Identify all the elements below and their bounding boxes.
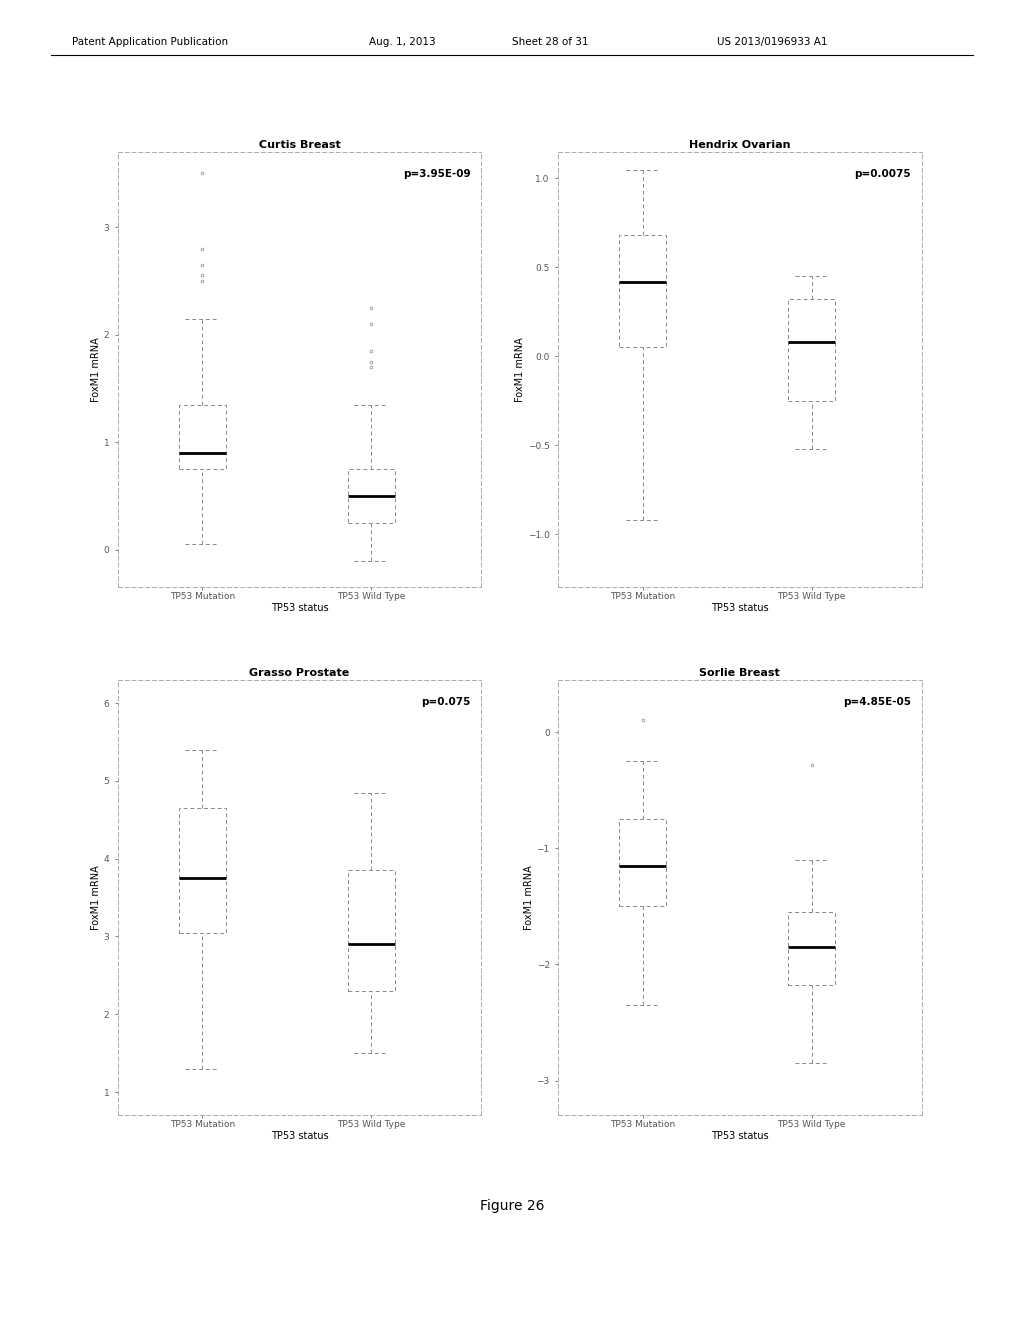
Bar [788,300,836,401]
Title: Sorlie Breast: Sorlie Breast [699,668,780,677]
X-axis label: TP53 status: TP53 status [711,603,769,612]
Title: Grasso Prostate: Grasso Prostate [250,668,349,677]
Y-axis label: FoxM1 mRNA: FoxM1 mRNA [91,865,101,931]
Bar [348,469,395,523]
Text: p=3.95E-09: p=3.95E-09 [402,169,470,180]
Text: p=4.85E-05: p=4.85E-05 [843,697,910,708]
X-axis label: TP53 status: TP53 status [270,603,329,612]
Text: Aug. 1, 2013: Aug. 1, 2013 [369,37,435,48]
Bar [178,808,226,933]
Text: Patent Application Publication: Patent Application Publication [72,37,227,48]
Bar [618,820,667,907]
X-axis label: TP53 status: TP53 status [711,1131,769,1140]
Bar [788,912,836,985]
Text: p=0.0075: p=0.0075 [854,169,910,180]
Bar [618,235,667,347]
Y-axis label: FoxM1 mRNA: FoxM1 mRNA [515,337,525,403]
Title: Hendrix Ovarian: Hendrix Ovarian [689,140,791,149]
Text: Sheet 28 of 31: Sheet 28 of 31 [512,37,589,48]
Title: Curtis Breast: Curtis Breast [259,140,340,149]
Text: Figure 26: Figure 26 [480,1200,544,1213]
Y-axis label: FoxM1 mRNA: FoxM1 mRNA [91,337,101,403]
Bar [348,870,395,991]
Y-axis label: FoxM1 mRNA: FoxM1 mRNA [523,865,534,931]
Text: p=0.075: p=0.075 [421,697,470,708]
X-axis label: TP53 status: TP53 status [270,1131,329,1140]
Bar [178,404,226,469]
Text: US 2013/0196933 A1: US 2013/0196933 A1 [717,37,827,48]
